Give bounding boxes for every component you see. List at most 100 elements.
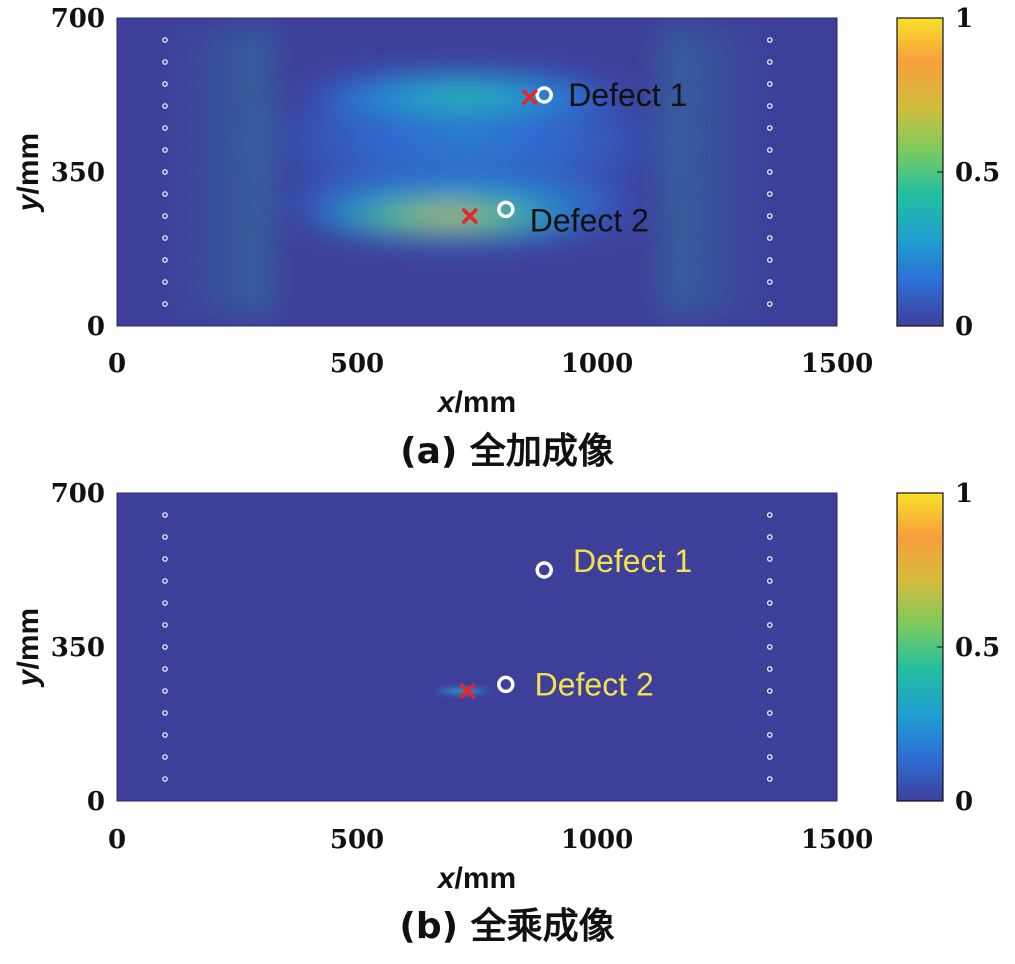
y-tick-label: 700 [51, 479, 105, 509]
sensor-marker [766, 125, 773, 131]
sensor-marker [766, 147, 773, 153]
colorbar-tick-label: 0 [955, 787, 973, 817]
wavefront-streak [659, 143, 770, 157]
intensity-blob [280, 64, 645, 131]
x-tick-label: 1000 [561, 349, 633, 379]
x-axis-unit: /mm [455, 862, 517, 895]
wavefront-streak [165, 33, 275, 47]
x-tick-label: 1500 [801, 349, 873, 379]
sensor-marker [766, 644, 773, 650]
wavefront-streak [659, 231, 770, 245]
x-tick-label: 500 [330, 825, 384, 855]
sensor-marker [766, 666, 773, 672]
defect-label: Defect 2 [535, 666, 654, 702]
wavefront-streak [659, 99, 770, 113]
sensor-marker [766, 556, 773, 562]
colorbar-tick-label: 1 [955, 479, 973, 509]
x-tick-label: 0 [108, 825, 126, 855]
colorbar-tick-label: 0.5 [955, 633, 1000, 663]
sensor-marker [162, 644, 168, 650]
sensor-marker [162, 578, 168, 584]
wavefront-streak [165, 253, 275, 267]
y-tick-label: 0 [87, 312, 105, 342]
sensor-marker [162, 191, 168, 197]
wavefront-streak [165, 143, 275, 157]
sensor-marker [766, 213, 773, 219]
x-axis-label: x/mm [436, 386, 516, 419]
sensor-marker [766, 257, 773, 263]
panel-caption: (a) 全加成像 [400, 430, 614, 472]
wavefront-streak [165, 121, 275, 135]
defect-true-location-marker [497, 200, 515, 219]
sensor-array-left [162, 512, 168, 782]
colorbar-tick-label: 1 [955, 4, 973, 34]
sensor-marker [766, 103, 773, 109]
wavefront-streak [659, 187, 770, 201]
defect-label: Defect 1 [568, 77, 687, 113]
x-axis-variable: x [436, 386, 456, 419]
y-axis-label: y/mm [12, 133, 45, 213]
sensor-marker [766, 235, 773, 241]
sensor-wavefronts [165, 33, 770, 311]
sensor-marker [162, 147, 168, 153]
defect-true-location-marker [535, 86, 553, 104]
heatmap-field [165, 33, 770, 311]
colorbar [896, 17, 944, 327]
wavefront-streak [165, 297, 275, 311]
sensor-marker [766, 578, 773, 584]
heatmap-background [117, 493, 837, 801]
sensor-marker [162, 59, 168, 65]
sensor-marker [766, 191, 773, 197]
plot-frame [116, 17, 838, 327]
sensor-marker [162, 600, 168, 606]
sensor-marker [162, 512, 168, 518]
sensor-marker [162, 666, 168, 672]
sensor-marker [766, 776, 773, 782]
x-axis-unit: /mm [455, 386, 517, 419]
sensor-array-left [162, 37, 168, 307]
plot-frame [116, 492, 838, 802]
sensor-marker [766, 600, 773, 606]
x-axis-variable: x [436, 862, 456, 895]
sensor-marker [162, 556, 168, 562]
y-axis-variable: y [12, 193, 45, 213]
defect-estimate-x-marker [459, 683, 476, 699]
defect-2: Defect 2 [462, 200, 649, 238]
colorbar [896, 492, 944, 802]
sensor-marker [766, 279, 773, 285]
defect-label: Defect 2 [530, 202, 649, 238]
intensity-blob [429, 687, 497, 695]
y-tick-label: 0 [87, 787, 105, 817]
y-axis-variable: y [12, 668, 45, 688]
y-tick-label: 350 [51, 158, 105, 188]
wavefront-streak [165, 99, 275, 113]
sensor-marker [766, 169, 773, 175]
sensor-marker [162, 125, 168, 131]
x-tick-label: 0 [108, 349, 126, 379]
sensor-marker [766, 59, 773, 65]
wavefront-streak [659, 253, 770, 267]
sensor-marker [162, 622, 168, 628]
heatmap-intensity [237, 64, 698, 254]
wavefront-streak [659, 55, 770, 69]
sensor-marker [162, 235, 168, 241]
sensor-marker [162, 688, 168, 694]
defect-1: Defect 1 [535, 543, 692, 579]
y-tick-label: 350 [51, 633, 105, 663]
defect-1: Defect 1 [522, 77, 687, 113]
y-axis-unit: /mm [12, 133, 45, 195]
wavefront-streak [659, 275, 770, 289]
sensor-array-right [766, 512, 773, 782]
colorbar-tick-label: 0.5 [955, 158, 1000, 188]
sensor-array-right [766, 37, 773, 307]
defect-true-location-marker [535, 561, 553, 579]
defect-estimate-x-marker [522, 89, 538, 105]
sensor-marker [162, 732, 168, 738]
sensor-marker [162, 37, 168, 43]
wavefront-streak [165, 231, 275, 245]
sensor-marker [162, 710, 168, 716]
defect-true-location-marker [497, 675, 515, 694]
